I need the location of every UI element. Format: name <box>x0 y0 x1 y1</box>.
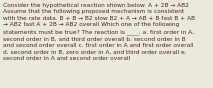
Text: Consider the hypothetical reaction shown below. A + 2B → AB2
Assume that the fol: Consider the hypothetical reaction shown… <box>3 3 194 61</box>
